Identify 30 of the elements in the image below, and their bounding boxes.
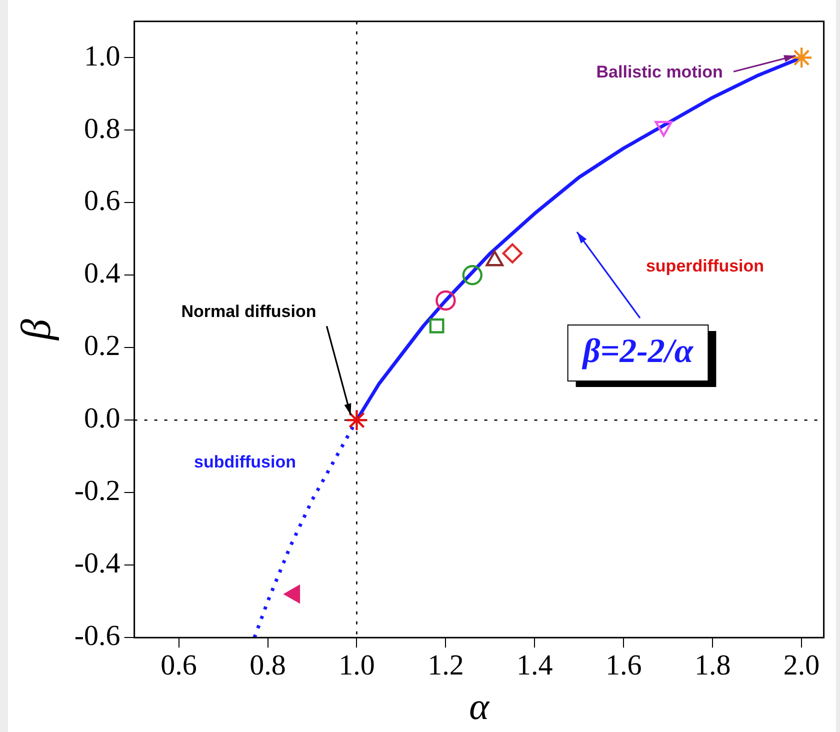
x-tick-label: 1.4 <box>516 650 554 682</box>
y-tick-label: -0.4 <box>74 548 121 580</box>
x-tick-label: 1.6 <box>606 650 642 682</box>
y-tick-label: -0.6 <box>74 620 120 652</box>
x-tick-label: 0.6 <box>160 650 197 682</box>
point <box>790 46 813 69</box>
annotation: Ballistic motion <box>596 62 723 82</box>
point <box>502 243 523 264</box>
x-tick-label: 0.8 <box>250 650 286 682</box>
y-tick-label: 0.4 <box>84 258 121 290</box>
y-tick-label: -0.2 <box>74 475 120 508</box>
x-tick-label: 1.8 <box>694 650 731 682</box>
x-axis-title: α <box>469 686 490 728</box>
annotation: Normal diffusion <box>181 302 316 321</box>
point <box>436 290 456 311</box>
x-tick-label: 2.0 <box>783 650 820 682</box>
annotation: superdiffusion <box>646 256 764 276</box>
y-tick-label: 0.6 <box>84 185 120 218</box>
annotation: subdiffusion <box>194 452 296 472</box>
point <box>429 318 444 334</box>
y-tick-label: 0.8 <box>84 112 120 145</box>
point <box>462 265 482 286</box>
y-tick-label: 0.2 <box>84 330 120 362</box>
y-tick-label: 1.0 <box>84 40 120 72</box>
y-tick-label: 0.0 <box>84 402 120 435</box>
x-tick-label: 1.2 <box>428 650 464 682</box>
y-axis-title: β <box>14 318 60 341</box>
annotation: β=2-2/α <box>580 332 694 370</box>
point <box>346 409 368 432</box>
x-tick-label: 1.0 <box>338 650 375 682</box>
